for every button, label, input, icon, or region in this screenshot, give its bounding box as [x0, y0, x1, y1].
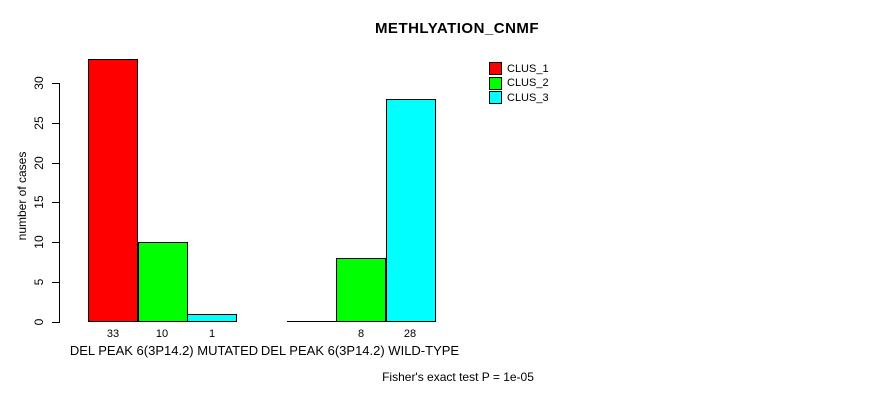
y-axis-tick-label: 20: [32, 156, 46, 170]
y-axis-tick-mark: [52, 163, 59, 164]
y-axis-tick-mark: [52, 242, 59, 243]
y-axis-tick-mark: [52, 202, 59, 203]
chart-title: METHLYATION_CNMF: [374, 20, 540, 37]
y-axis-tick-label: 15: [32, 195, 46, 209]
bar-value-label: 28: [403, 328, 417, 340]
legend-label: CLUS_2: [507, 77, 549, 89]
bar-value-label: 33: [106, 328, 120, 340]
legend-label: CLUS_1: [507, 62, 549, 75]
legend-swatch-icon: [489, 76, 502, 90]
legend-item: CLUS_3: [489, 91, 549, 104]
group-label-wild-type: DEL PEAK 6(3P14.2) WILD-TYPE: [260, 343, 460, 358]
legend-swatch-icon: [489, 91, 502, 104]
y-axis-tick-label: 10: [32, 235, 46, 249]
legend-item: CLUS_2: [489, 76, 549, 90]
bar-value-label: 1: [208, 328, 216, 340]
y-axis-tick-mark: [52, 83, 59, 84]
bar-zero-clus_1: [287, 321, 337, 322]
legend-label: CLUS_3: [507, 91, 549, 104]
y-axis-tick-mark: [52, 282, 59, 283]
bar-clus_2: [336, 258, 386, 322]
y-axis-tick-label: 0: [32, 318, 46, 326]
bar-clus_3: [386, 99, 436, 322]
bar-clus_1: [88, 59, 138, 322]
y-axis-tick-mark: [52, 123, 59, 124]
legend: CLUS_1 CLUS_2 CLUS_3: [489, 62, 549, 106]
legend-item: CLUS_1: [489, 62, 549, 75]
y-axis-tick-label: 5: [32, 278, 46, 286]
bar-clus_3: [187, 314, 237, 322]
y-axis-title: number of cases: [15, 151, 29, 241]
y-axis-tick-label: 30: [32, 76, 46, 90]
legend-swatch-icon: [489, 62, 502, 75]
bar-value-label: 10: [155, 328, 169, 340]
fishers-test-annotation: Fisher's exact test P = 1e-05: [382, 370, 534, 384]
y-axis-tick-mark: [52, 322, 59, 323]
bar-value-label: 8: [357, 328, 365, 340]
y-axis-tick-label: 25: [32, 116, 46, 130]
y-axis-line: [59, 83, 60, 323]
bar-clus_2: [138, 242, 188, 322]
group-label-mutated: DEL PEAK 6(3P14.2) MUTATED: [69, 343, 259, 358]
